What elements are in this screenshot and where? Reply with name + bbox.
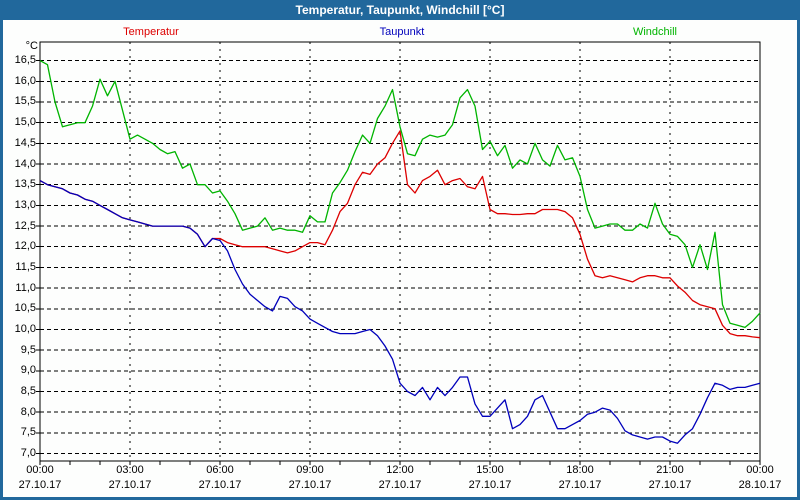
y-tick-label: 10,0 — [14, 322, 36, 335]
x-tick-date-label: 28.10.17 — [738, 479, 782, 491]
x-tick-date-label: 27.10.17 — [198, 479, 242, 491]
x-tick-time-label: 21:00 — [656, 464, 684, 476]
series-windchill-line — [39, 60, 761, 329]
x-tick-time-label: 00:00 — [26, 464, 54, 476]
y-tick-label: 11,5 — [15, 260, 36, 273]
x-tick-time-label: 06:00 — [206, 464, 234, 476]
y-tick-label: 11,0 — [15, 281, 36, 294]
chart-title: Temperatur, Taupunkt, Windchill [°C] — [295, 3, 505, 17]
x-tick-date-label: 27.10.17 — [648, 479, 692, 491]
y-tick-label: 9,0 — [20, 364, 36, 377]
x-tick-date-label: 27.10.17 — [108, 479, 152, 491]
y-tick-label: 15,0 — [14, 116, 36, 129]
y-tick-label: 12,5 — [14, 219, 36, 232]
y-tick-label: 12,0 — [14, 240, 36, 253]
y-axis-unit-label: °C — [25, 40, 38, 52]
y-tick-label: 13,5 — [14, 178, 36, 191]
plot-border — [39, 41, 761, 462]
y-tick-label: 14,0 — [14, 157, 36, 170]
x-tick-date-label: 27.10.17 — [288, 479, 332, 491]
x-tick-date-label: 27.10.17 — [558, 479, 602, 491]
y-tick-label: 14,5 — [14, 136, 36, 149]
x-tick-time-label: 15:00 — [476, 464, 504, 476]
y-tick-label: 16,5 — [14, 54, 36, 67]
x-tick-date-label: 27.10.17 — [468, 479, 512, 491]
y-tick-label: 7,0 — [20, 447, 36, 460]
y-tick-label: 16,0 — [14, 74, 36, 87]
series-taupunkt-line — [39, 180, 761, 444]
x-tick-time-label: 00:00 — [746, 464, 774, 476]
x-tick-time-label: 12:00 — [386, 464, 414, 476]
y-tick-label: 13,0 — [14, 198, 36, 211]
y-tick-label: 7,5 — [20, 426, 36, 439]
x-tick-time-label: 18:00 — [566, 464, 594, 476]
x-tick-time-label: 09:00 — [296, 464, 324, 476]
y-tick-label: 15,5 — [14, 95, 36, 108]
title-bar: Temperatur, Taupunkt, Windchill [°C] — [3, 0, 797, 20]
legend-item-windchill: Windchill — [632, 26, 677, 38]
x-tick-date-label: 27.10.17 — [18, 479, 62, 491]
x-tick-time-label: 03:00 — [116, 464, 144, 476]
y-tick-label: 9,5 — [20, 343, 36, 356]
y-tick-label: 8,5 — [20, 385, 36, 397]
y-tick-label: 8,0 — [20, 405, 36, 418]
legend-item-temperatur: Temperatur — [123, 26, 179, 38]
plot-area — [36, 41, 761, 465]
legend-item-taupunkt: Taupunkt — [379, 26, 425, 38]
y-tick-label: 10,5 — [14, 302, 36, 315]
x-tick-date-label: 27.10.17 — [378, 479, 422, 491]
